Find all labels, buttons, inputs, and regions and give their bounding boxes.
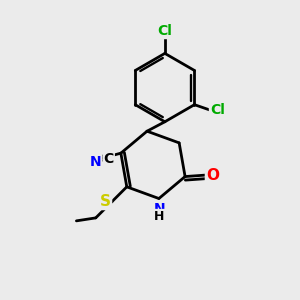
Text: C: C — [103, 152, 114, 166]
Text: Cl: Cl — [158, 24, 172, 38]
Text: S: S — [100, 194, 111, 209]
Text: O: O — [206, 168, 219, 183]
Text: N: N — [89, 155, 101, 169]
Text: Cl: Cl — [210, 103, 225, 117]
Text: N: N — [154, 202, 165, 216]
Text: H: H — [154, 210, 165, 223]
